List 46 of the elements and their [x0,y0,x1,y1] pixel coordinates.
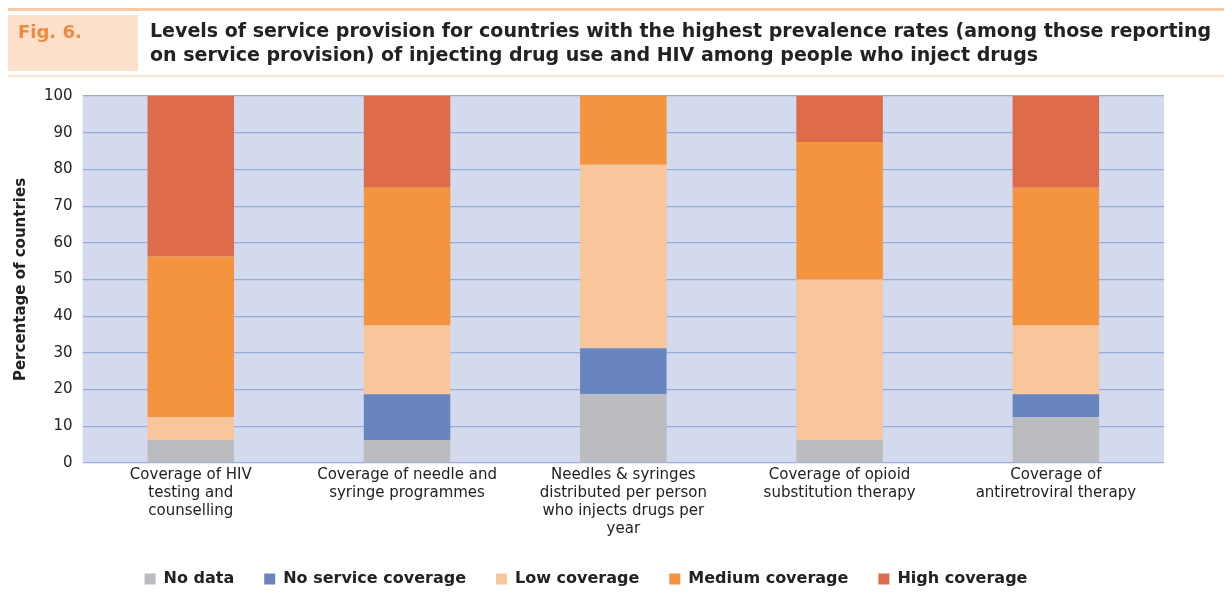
x-tick-label: Coverage of HIV testing and counselling [129,464,253,519]
bar [147,256,235,417]
bar [580,393,667,462]
x-tick-label: Coverage of opioid substitution therapy [763,464,916,501]
x-tick-label: Coverage of needle and syringe programmes [317,464,497,501]
bar [1012,187,1100,325]
y-axis-title: Percentage of countries [10,177,29,381]
y-tick-label: 30 [53,342,73,361]
bar [580,164,667,348]
y-tick-label: 40 [53,305,73,324]
bar [363,393,451,440]
x-tick-label: Needles & syringes distributed per person who injects drugs per year [539,464,707,537]
x-tick-label: Coverage of antiretroviral therapy [975,464,1137,501]
bar [796,141,883,279]
y-tick-label: 70 [53,195,73,214]
bar [147,95,235,257]
bar [363,187,451,325]
bar [147,439,235,462]
legend-label: High coverage [897,567,1028,587]
y-tick-label: 10 [53,415,73,434]
bar [1012,393,1100,417]
legend-label: No data [163,567,235,587]
bar [796,95,883,142]
legend-label: Medium coverage [688,567,849,587]
bar [796,439,883,462]
bar [147,416,235,440]
caption: Fig. 6. [18,21,82,42]
legend-label: No service coverage [283,567,467,587]
y-tick-label: 90 [53,122,73,141]
bar [796,279,883,440]
y-tick-label: 60 [53,232,73,251]
bar [580,95,667,165]
bar [363,95,451,188]
y-tick-label: 20 [53,378,73,397]
chart-title: Levels of service provision for countries with the highest prevalence rates (among those reporting on service provision) of injecting drug use and HIV among people who inject drugs [149,18,1213,67]
y-tick-label: 80 [53,158,73,177]
bar [580,347,667,394]
bar [363,324,451,394]
legend-label: Low coverage [515,567,640,587]
bar [363,439,451,462]
y-tick-label: 0 [63,452,73,471]
y-tick-label: 50 [53,268,73,287]
y-tick-label: 100 [43,85,73,104]
bar [1012,324,1100,394]
bar [1012,416,1100,462]
bar [1012,95,1100,188]
